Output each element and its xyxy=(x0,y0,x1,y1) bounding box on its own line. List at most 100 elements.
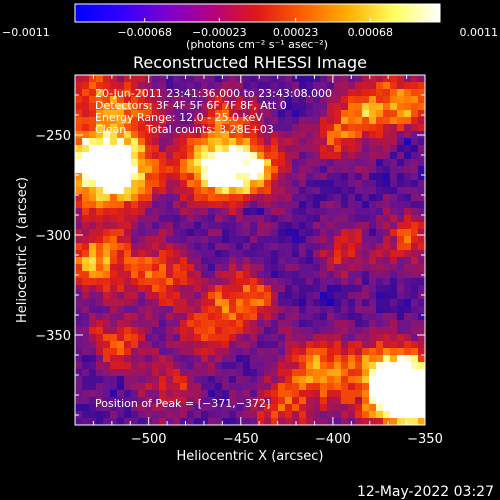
heatmap-cell xyxy=(110,271,118,279)
heatmap-cell xyxy=(173,187,181,195)
heatmap-cell xyxy=(89,313,97,321)
heatmap-cell xyxy=(362,292,370,300)
heatmap-cell xyxy=(75,75,83,83)
heatmap-cell xyxy=(341,404,349,412)
heatmap-cell xyxy=(397,341,405,349)
heatmap-cell xyxy=(278,369,286,377)
heatmap-cell xyxy=(320,271,328,279)
heatmap-cell xyxy=(82,264,90,272)
heatmap-cell xyxy=(390,201,398,209)
heatmap-cell xyxy=(250,271,258,279)
heatmap-cell xyxy=(264,397,272,405)
heatmap-cell xyxy=(110,229,118,237)
heatmap-cell xyxy=(243,201,251,209)
heatmap-cell xyxy=(320,376,328,384)
heatmap-cell xyxy=(222,89,230,97)
heatmap-cell xyxy=(180,82,188,90)
heatmap-cell xyxy=(341,117,349,125)
heatmap-cell xyxy=(236,369,244,377)
heatmap-cell xyxy=(159,355,167,363)
heatmap-cell xyxy=(138,215,146,223)
heatmap-cell xyxy=(376,320,384,328)
heatmap-cell xyxy=(362,341,370,349)
heatmap-cell xyxy=(166,124,174,132)
heatmap-cell xyxy=(201,292,209,300)
heatmap-cell xyxy=(201,110,209,118)
heatmap-cell xyxy=(103,89,111,97)
heatmap-cell xyxy=(103,236,111,244)
heatmap-cell xyxy=(334,208,342,216)
heatmap-cell xyxy=(334,411,342,419)
heatmap-cell xyxy=(166,362,174,370)
heatmap-cell xyxy=(173,89,181,97)
heatmap-cell xyxy=(404,110,412,118)
heatmap-cell xyxy=(131,313,139,321)
heatmap-cell xyxy=(236,89,244,97)
heatmap-cell xyxy=(355,138,363,146)
heatmap-cell xyxy=(278,334,286,342)
heatmap-cell xyxy=(243,278,251,286)
heatmap-cell xyxy=(362,215,370,223)
heatmap-cell xyxy=(117,89,125,97)
heatmap-cell xyxy=(103,194,111,202)
heatmap-cell xyxy=(222,278,230,286)
heatmap-cell xyxy=(145,215,153,223)
heatmap-cell xyxy=(75,166,83,174)
heatmap-cell xyxy=(355,348,363,356)
heatmap-cell xyxy=(124,215,132,223)
heatmap-cell xyxy=(103,362,111,370)
heatmap-cell xyxy=(159,348,167,356)
heatmap-cell xyxy=(383,110,391,118)
heatmap-cell xyxy=(82,187,90,195)
heatmap-cell xyxy=(320,257,328,265)
heatmap-cell xyxy=(96,306,104,314)
heatmap-cell xyxy=(306,292,314,300)
heatmap-cell xyxy=(369,180,377,188)
heatmap-cell xyxy=(250,82,258,90)
heatmap-cell xyxy=(187,313,195,321)
heatmap-cell xyxy=(201,124,209,132)
heatmap-cell xyxy=(362,145,370,153)
heatmap-cell xyxy=(82,75,90,83)
heatmap-cell xyxy=(264,215,272,223)
heatmap-cell xyxy=(250,89,258,97)
heatmap-cell xyxy=(285,292,293,300)
heatmap-cell xyxy=(222,201,230,209)
heatmap-cell xyxy=(271,285,279,293)
heatmap-cell xyxy=(173,348,181,356)
heatmap-cell xyxy=(411,313,419,321)
heatmap-cell xyxy=(222,236,230,244)
heatmap-cell xyxy=(236,187,244,195)
heatmap-cell xyxy=(117,264,125,272)
heatmap-cell xyxy=(124,75,132,83)
heatmap-cell xyxy=(117,131,125,139)
heatmap-cell xyxy=(383,194,391,202)
heatmap-cell xyxy=(334,341,342,349)
heatmap-cell xyxy=(271,348,279,356)
heatmap-cell xyxy=(215,222,223,230)
heatmap-cell xyxy=(96,75,104,83)
heatmap-cell xyxy=(334,124,342,132)
heatmap-cell xyxy=(369,313,377,321)
heatmap-cell xyxy=(250,383,258,391)
heatmap-cell xyxy=(236,327,244,335)
heatmap-cell xyxy=(110,75,118,83)
heatmap-cell xyxy=(257,89,265,97)
heatmap-cell xyxy=(166,145,174,153)
heatmap-cell xyxy=(383,362,391,370)
heatmap-cell xyxy=(180,180,188,188)
heatmap-cell xyxy=(236,264,244,272)
heatmap-cell xyxy=(96,138,104,146)
heatmap-cell xyxy=(383,320,391,328)
heatmap-cell xyxy=(348,236,356,244)
heatmap-cell xyxy=(166,208,174,216)
heatmap-cell xyxy=(334,194,342,202)
heatmap-cell xyxy=(390,299,398,307)
heatmap-cell xyxy=(215,397,223,405)
heatmap-cell xyxy=(271,173,279,181)
heatmap-cell xyxy=(89,306,97,314)
heatmap-cell xyxy=(313,110,321,118)
heatmap-cell xyxy=(250,187,258,195)
heatmap-cell xyxy=(208,159,216,167)
heatmap-cell xyxy=(327,89,335,97)
